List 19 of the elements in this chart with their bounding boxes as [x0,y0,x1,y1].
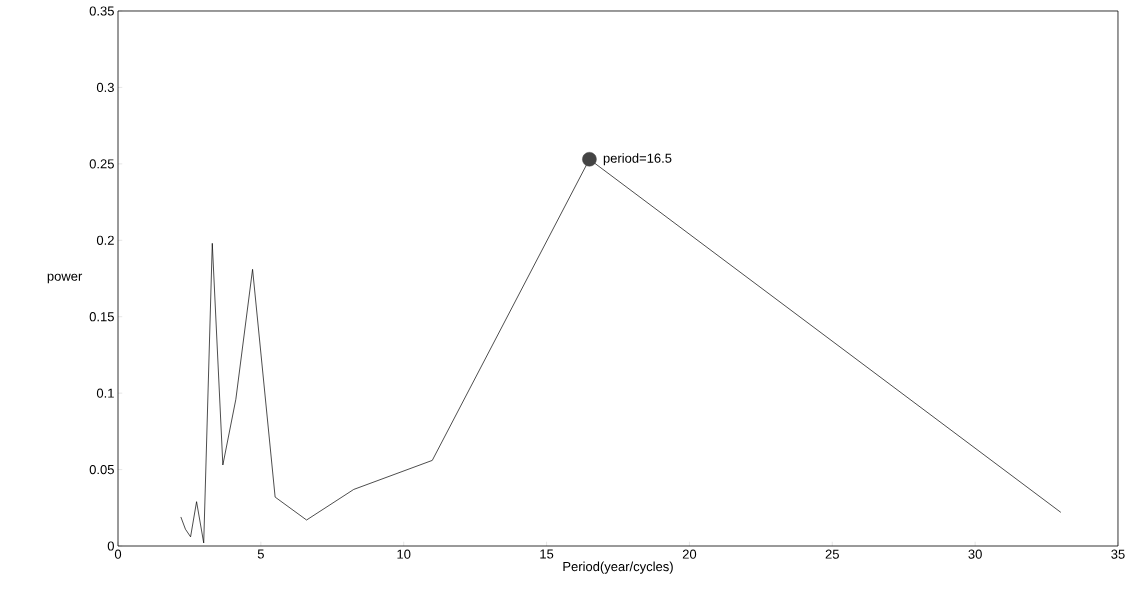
x-axis-title: Period(year/cycles) [563,561,673,574]
x-tick-label: 25 [825,549,839,559]
y-tick-label: 0.3 [96,82,114,93]
x-tick-label: 10 [397,549,411,559]
y-tick-label: 0.1 [96,388,114,398]
x-tick-label: 20 [682,549,697,559]
x-tick-label: 0 [114,549,122,559]
x-tick-label: 30 [968,549,982,559]
y-axis-title: power [47,273,83,284]
y-tick-label: 0.25 [89,159,114,169]
y-tick-label: 0.2 [96,235,114,245]
y-tick-label: 0.05 [89,464,114,475]
y-tick-label: 0.35 [89,6,114,16]
x-tick-label: 35 [1111,549,1125,559]
y-tick-label: 0 [107,541,114,551]
annotation: period=16.5 [603,153,672,166]
x-tick-label: 5 [257,549,264,559]
y-tick-label: 0.15 [89,312,114,322]
x-tick-label: 15 [540,549,554,559]
